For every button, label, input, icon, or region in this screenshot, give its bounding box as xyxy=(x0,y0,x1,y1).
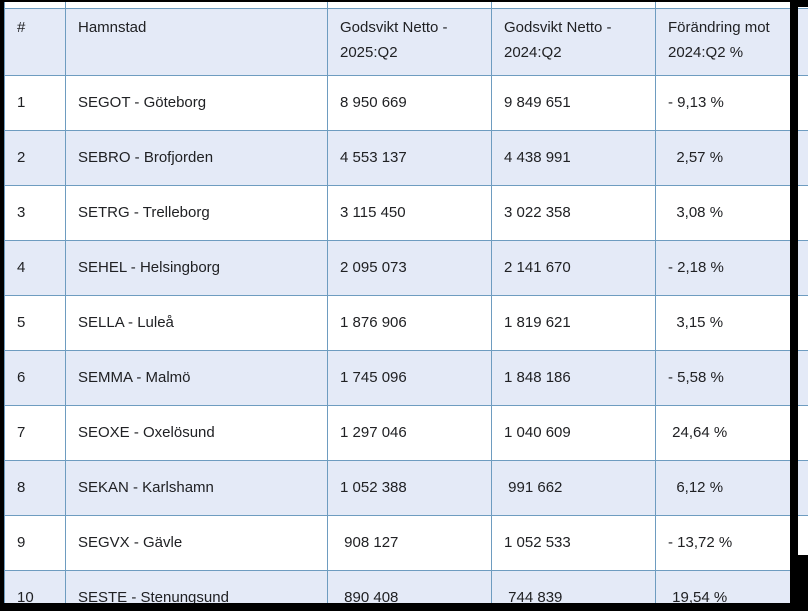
rank-cell: 1 xyxy=(4,74,66,131)
table-row: 1 SEGOT - Göteborg 8 950 669 9 849 651 -… xyxy=(4,74,808,131)
port-cell: SETRG - Trelleborg xyxy=(65,184,328,241)
rank-cell: 4 xyxy=(4,239,66,296)
rank-cell: 10 xyxy=(4,569,66,611)
table-row: 8 SEKAN - Karlshamn 1 052 388 991 662 6,… xyxy=(4,459,808,516)
net-2024-cell: 2 141 670 xyxy=(491,239,656,296)
net-2024-cell: 1 052 533 xyxy=(491,514,656,571)
net-2025-cell: 4 553 137 xyxy=(327,129,492,186)
net-2025-cell: 8 950 669 xyxy=(327,74,492,131)
rank-cell: 2 xyxy=(4,129,66,186)
rank-cell: 6 xyxy=(4,349,66,406)
change-cell: 3,15 % xyxy=(655,294,808,351)
change-cell: 2,57 % xyxy=(655,129,808,186)
net-2025-cell: 1 876 906 xyxy=(327,294,492,351)
port-cell: SEGVX - Gävle xyxy=(65,514,328,571)
column-header-net-2024: Godsvikt Netto - 2024:Q2 xyxy=(491,7,656,76)
table-row: 5 SELLA - Luleå 1 876 906 1 819 621 3,15… xyxy=(4,294,808,351)
change-cell: - 9,13 % xyxy=(655,74,808,131)
column-header-change: Förändring mot 2024:Q2 % xyxy=(655,7,808,76)
column-header-net-2025: Godsvikt Netto - 2025:Q2 xyxy=(327,7,492,76)
rank-cell: 7 xyxy=(4,404,66,461)
net-2024-cell: 991 662 xyxy=(491,459,656,516)
change-cell: 3,08 % xyxy=(655,184,808,241)
port-cell: SEBRO - Brofjorden xyxy=(65,129,328,186)
change-cell: - 2,18 % xyxy=(655,239,808,296)
net-2024-cell: 3 022 358 xyxy=(491,184,656,241)
table-row: 6 SEMMA - Malmö 1 745 096 1 848 186 - 5,… xyxy=(4,349,808,406)
port-cell: SEHEL - Helsingborg xyxy=(65,239,328,296)
table-row: 10 SESTE - Stenungsund 890 408 744 839 1… xyxy=(4,569,808,611)
net-2024-cell: 4 438 991 xyxy=(491,129,656,186)
change-cell: 19,54 % xyxy=(655,569,808,611)
table-row: 4 SEHEL - Helsingborg 2 095 073 2 141 67… xyxy=(4,239,808,296)
net-2025-cell: 1 745 096 xyxy=(327,349,492,406)
ports-table: # Hamnstad Godsvikt Netto - 2025:Q2 Gods… xyxy=(4,2,808,611)
net-2024-cell: 1 819 621 xyxy=(491,294,656,351)
port-cell: SEOXE - Oxelösund xyxy=(65,404,328,461)
column-header-rank: # xyxy=(4,7,66,76)
change-cell: - 13,72 % xyxy=(655,514,808,571)
change-cell: 24,64 % xyxy=(655,404,808,461)
port-cell: SESTE - Stenungsund xyxy=(65,569,328,611)
rank-cell: 5 xyxy=(4,294,66,351)
net-2025-cell: 890 408 xyxy=(327,569,492,611)
net-2025-cell: 1 297 046 xyxy=(327,404,492,461)
table-row: 3 SETRG - Trelleborg 3 115 450 3 022 358… xyxy=(4,184,808,241)
net-2024-cell: 1 040 609 xyxy=(491,404,656,461)
table-row: 7 SEOXE - Oxelösund 1 297 046 1 040 609 … xyxy=(4,404,808,461)
port-cell: SELLA - Luleå xyxy=(65,294,328,351)
net-2025-cell: 3 115 450 xyxy=(327,184,492,241)
table-row: 2 SEBRO - Brofjorden 4 553 137 4 438 991… xyxy=(4,129,808,186)
rank-cell: 9 xyxy=(4,514,66,571)
net-2024-cell: 9 849 651 xyxy=(491,74,656,131)
net-2025-cell: 2 095 073 xyxy=(327,239,492,296)
header-row: # Hamnstad Godsvikt Netto - 2025:Q2 Gods… xyxy=(4,7,808,76)
net-2025-cell: 908 127 xyxy=(327,514,492,571)
net-2024-cell: 1 848 186 xyxy=(491,349,656,406)
port-cell: SEGOT - Göteborg xyxy=(65,74,328,131)
rank-cell: 3 xyxy=(4,184,66,241)
net-2024-cell: 744 839 xyxy=(491,569,656,611)
net-2025-cell: 1 052 388 xyxy=(327,459,492,516)
table-row: 9 SEGVX - Gävle 908 127 1 052 533 - 13,7… xyxy=(4,514,808,571)
port-cell: SEKAN - Karlshamn xyxy=(65,459,328,516)
change-cell: 6,12 % xyxy=(655,459,808,516)
port-cell: SEMMA - Malmö xyxy=(65,349,328,406)
change-cell: - 5,58 % xyxy=(655,349,808,406)
column-header-port: Hamnstad xyxy=(65,7,328,76)
rank-cell: 8 xyxy=(4,459,66,516)
